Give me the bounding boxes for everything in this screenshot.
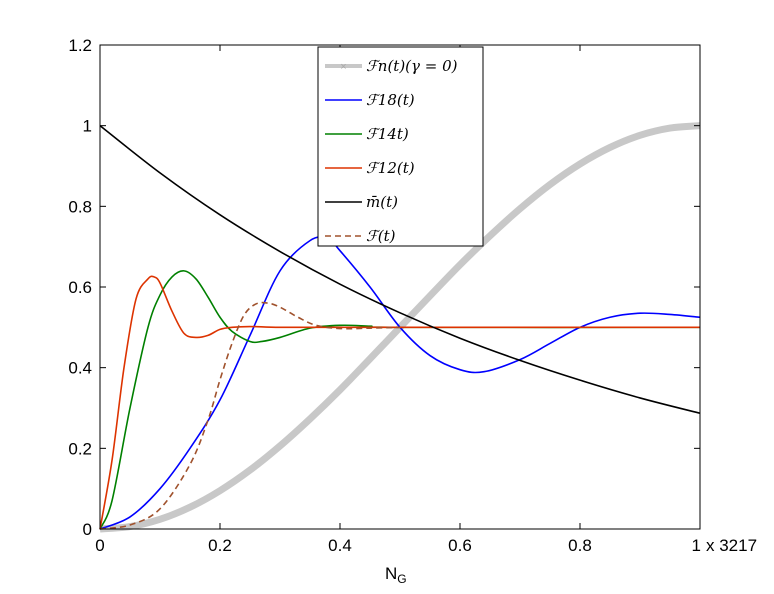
x-axis-label-sub: G	[397, 572, 406, 586]
x-tick-label: 0.8	[568, 536, 592, 555]
legend-marker: ×	[340, 61, 346, 73]
y-tick-label: 0	[83, 520, 92, 539]
series-line	[99, 301, 401, 530]
x-tick-label: 0.4	[328, 536, 352, 555]
x-axis-label: NG	[385, 564, 407, 586]
tick-labels: 0 0.2 0.4 0.6 0.8 1 0 0.2 0.4 0.6 0.8 1 1.2	[68, 36, 701, 555]
y-tick-label: 1.2	[68, 36, 92, 55]
legend: × ℱn(t)(γ = 0) ℱ18(t) ℱ14t) ℱ12(t) m̄(t) ℱ(t)	[317, 46, 484, 247]
legend-label: ℱn(t)(γ = 0)	[366, 57, 458, 75]
x-tick-label: 0	[95, 536, 104, 555]
y-tick-label: 0.8	[68, 197, 92, 216]
y-tick-label: 0.6	[68, 278, 92, 297]
series-line	[99, 125, 701, 415]
legend-label: ℱ(t)	[366, 227, 396, 245]
y-tick-label: 1	[83, 117, 92, 136]
series-line	[99, 270, 701, 530]
legend-label: ℱ18(t)	[366, 91, 415, 109]
x-tick-label: 0.6	[448, 536, 472, 555]
legend-label: m̄(t)	[366, 193, 398, 211]
legend-label: ℱ14t)	[366, 125, 409, 143]
y-tick-label: 0.4	[68, 359, 92, 378]
x-axis-label-main: N	[385, 564, 397, 583]
x-tick-label: 0.2	[208, 536, 232, 555]
series-line	[99, 275, 700, 530]
y-tick-label: 0.2	[68, 439, 92, 458]
legend-box	[317, 46, 484, 247]
legend-label: ℱ12(t)	[366, 159, 415, 177]
x-multiplier-label: x 3217	[706, 536, 757, 555]
x-tick-label: 1	[692, 536, 701, 555]
series-lines	[99, 122, 701, 533]
